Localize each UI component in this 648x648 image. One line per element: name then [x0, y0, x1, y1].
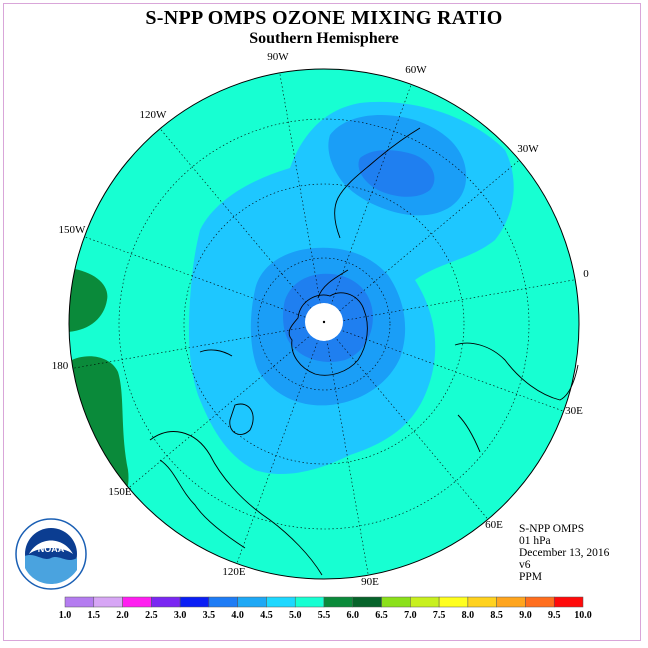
level-5.0-5.5-patch-180: [69, 356, 129, 500]
longitude-label: 90E: [361, 576, 379, 588]
page-frame: [3, 3, 641, 641]
longitude-label: 180: [52, 360, 69, 372]
info-units: PPM: [519, 571, 543, 583]
meridian-line: [323, 323, 564, 412]
noaa-logo: NOAA: [15, 518, 87, 590]
info-instrument: S-NPP OMPS: [519, 523, 585, 535]
longitude-label: 150E: [108, 486, 132, 498]
meridian-line: [84, 236, 325, 325]
longitude-label: 30E: [565, 405, 583, 417]
meridian-line: [323, 84, 412, 325]
meridian-line: [72, 323, 325, 369]
meridian-line: [323, 323, 369, 576]
longitude-label: 60E: [485, 519, 503, 531]
level-3.0-3.5-south-america: [358, 150, 435, 197]
longitude-label: 90W: [267, 51, 289, 63]
meridian-line: [236, 323, 325, 564]
product-info: S-NPP OMPS 01 hPa December 13, 2016 v6 P…: [519, 523, 609, 583]
south-pole-marker: [322, 320, 326, 324]
meridian-line: [323, 323, 489, 520]
level-5.0-5.5-patch-150w: [69, 268, 108, 332]
info-date: December 13, 2016: [519, 547, 610, 559]
info-version: v6: [519, 559, 531, 571]
meridian-line: [128, 323, 325, 489]
longitude-label: 0: [583, 268, 589, 280]
meridian-line: [279, 72, 325, 325]
meridian-lines: [72, 72, 576, 576]
meridian-line: [159, 128, 325, 325]
info-level: 01 hPa: [519, 535, 551, 547]
longitude-label: 120E: [222, 566, 246, 578]
longitude-label: 120W: [140, 109, 168, 121]
longitude-label: 150W: [59, 224, 87, 236]
longitude-labels: 90W 60W 30W 0 30E 60E 90E 120E 150E 180 150W 120W: [52, 51, 590, 588]
map-title: S-NPP OMPS OZONE MIXING RATIO: [145, 7, 503, 29]
longitude-label: 30W: [517, 143, 539, 155]
meridian-line: [323, 279, 576, 325]
longitude-label: 60W: [405, 64, 427, 76]
graticule: [118, 118, 530, 530]
meridian-line: [323, 159, 520, 325]
map-subtitle: Southern Hemisphere: [249, 30, 399, 47]
map-boundary: [68, 68, 580, 580]
noaa-logo-text: NOAA: [38, 544, 65, 554]
